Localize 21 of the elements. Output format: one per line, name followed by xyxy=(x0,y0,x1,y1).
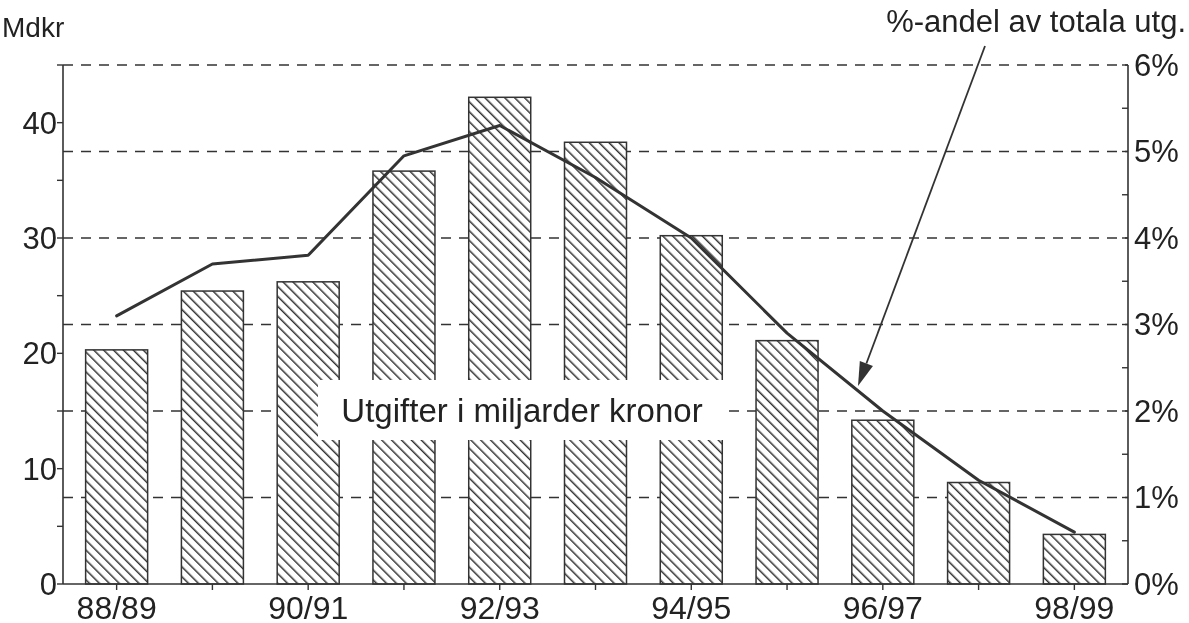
x-tick-label: 96/97 xyxy=(842,590,923,623)
x-tick-label: 88/89 xyxy=(76,590,157,623)
text: %-andel av totala utg. xyxy=(886,4,1186,39)
y2-tick-label: 0% xyxy=(1134,566,1179,602)
y2-tick-label: 2% xyxy=(1134,393,1179,429)
y-tick-label: 10 xyxy=(22,451,57,487)
x-tick-label: 94/95 xyxy=(651,590,732,623)
y2-tick-label: 6% xyxy=(1134,47,1179,83)
x-tick-label: 98/99 xyxy=(1034,590,1115,623)
y-tick-label: 20 xyxy=(22,336,57,372)
y-axis-title: Mdkr xyxy=(2,12,65,43)
y2-tick-label: 1% xyxy=(1134,480,1179,516)
y2-tick-label: 4% xyxy=(1134,220,1179,256)
y-tick-label: 30 xyxy=(22,220,57,256)
x-tick-label: 90/91 xyxy=(268,590,349,623)
y2-tick-label: 3% xyxy=(1134,307,1179,343)
y-tick-label: 40 xyxy=(22,105,57,141)
series-label: Utgifter i miljarder kronor xyxy=(341,392,703,429)
y2-tick-label: 5% xyxy=(1134,134,1179,170)
x-tick-label: 92/93 xyxy=(459,590,540,623)
y-tick-label: 0 xyxy=(39,566,57,602)
